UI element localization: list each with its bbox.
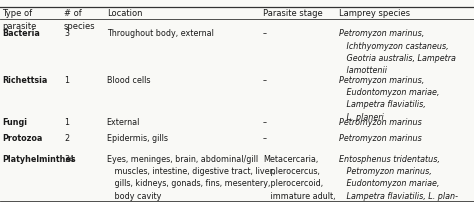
Text: Protozoa: Protozoa xyxy=(2,134,43,143)
Text: # of: # of xyxy=(64,9,82,18)
Text: gills, kidneys, gonads, fins, mesentery,: gills, kidneys, gonads, fins, mesentery, xyxy=(107,179,270,188)
Text: External: External xyxy=(107,118,140,127)
Text: L. planeri: L. planeri xyxy=(339,113,383,122)
Text: Metacercaria,: Metacercaria, xyxy=(263,155,319,164)
Text: Type of: Type of xyxy=(2,9,33,18)
Text: 2: 2 xyxy=(64,134,69,143)
Text: plerocercus,: plerocercus, xyxy=(263,167,320,176)
Text: –: – xyxy=(263,134,267,143)
Text: plerocercoid,: plerocercoid, xyxy=(263,179,323,188)
Text: parasite: parasite xyxy=(2,22,37,32)
Text: –: – xyxy=(263,29,267,38)
Text: Eudontomyzon mariae,: Eudontomyzon mariae, xyxy=(339,88,439,97)
Text: –: – xyxy=(263,76,267,85)
Text: Petromyzon marinus: Petromyzon marinus xyxy=(339,118,422,127)
Text: Ichthyomyzon castaneus,: Ichthyomyzon castaneus, xyxy=(339,42,448,51)
Text: 1: 1 xyxy=(64,118,69,127)
Text: Epidermis, gills: Epidermis, gills xyxy=(107,134,168,143)
Text: Platyhelminthes: Platyhelminthes xyxy=(2,155,76,164)
Text: Entosphenus tridentatus,: Entosphenus tridentatus, xyxy=(339,155,440,164)
Text: 3: 3 xyxy=(64,29,69,38)
Text: Eudontomyzon mariae,: Eudontomyzon mariae, xyxy=(339,179,439,188)
Text: Petromyzon marinus: Petromyzon marinus xyxy=(339,134,422,143)
Text: Location: Location xyxy=(107,9,142,18)
Text: Eyes, meninges, brain, abdominal/gill: Eyes, meninges, brain, abdominal/gill xyxy=(107,155,258,164)
Text: species: species xyxy=(64,22,96,32)
Text: Geotria australis, Lampetra: Geotria australis, Lampetra xyxy=(339,54,456,63)
Text: Petromyzon marinus,: Petromyzon marinus, xyxy=(339,29,424,38)
Text: Petromyzon marinus,: Petromyzon marinus, xyxy=(339,167,432,176)
Text: Lampetra flaviatilis,: Lampetra flaviatilis, xyxy=(339,100,426,109)
Text: Richettsia: Richettsia xyxy=(2,76,48,85)
Text: 34: 34 xyxy=(64,155,74,164)
Text: Petromyzon marinus,: Petromyzon marinus, xyxy=(339,76,424,85)
Text: immature adult,: immature adult, xyxy=(263,192,336,201)
Text: body cavity: body cavity xyxy=(107,192,161,201)
Text: 1: 1 xyxy=(64,76,69,85)
Text: muscles, intestine, digestive tract, liver,: muscles, intestine, digestive tract, liv… xyxy=(107,167,275,176)
Text: lamottenii: lamottenii xyxy=(339,66,387,75)
Text: –: – xyxy=(263,118,267,127)
Text: Lampetra flaviatilis, L. plan-: Lampetra flaviatilis, L. plan- xyxy=(339,192,458,201)
Text: Parasite stage: Parasite stage xyxy=(263,9,323,18)
Text: Bacteria: Bacteria xyxy=(2,29,40,38)
Text: Lamprey species: Lamprey species xyxy=(339,9,410,18)
Text: Blood cells: Blood cells xyxy=(107,76,150,85)
Text: Throughout body, external: Throughout body, external xyxy=(107,29,213,38)
Text: Fungi: Fungi xyxy=(2,118,27,127)
